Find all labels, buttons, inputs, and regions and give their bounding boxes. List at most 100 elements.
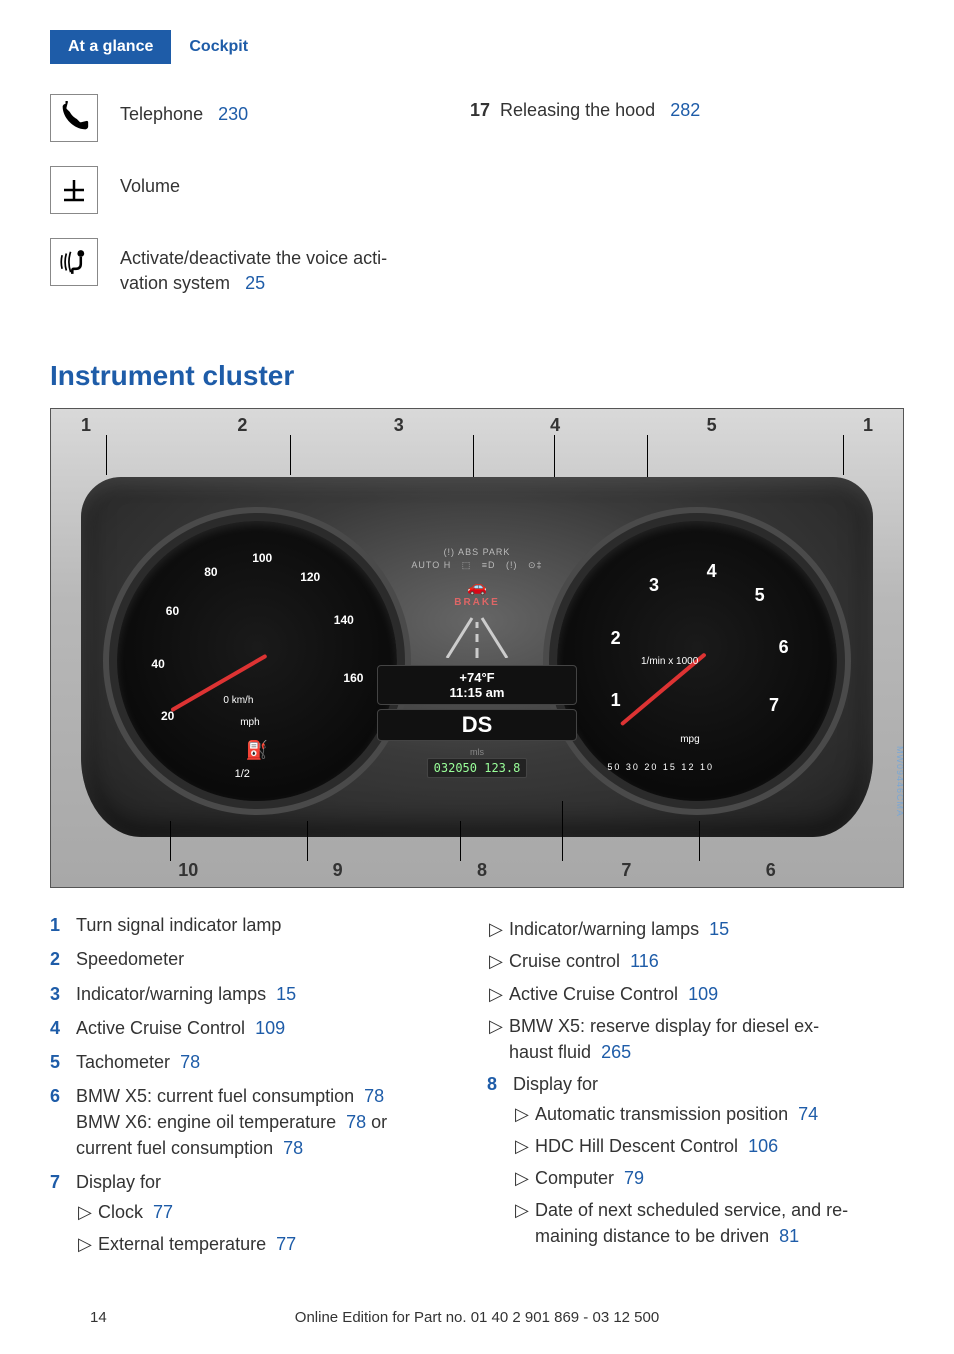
legend-num-8: 8 bbox=[487, 1071, 513, 1097]
page-ref-link[interactable]: 106 bbox=[748, 1136, 778, 1156]
voice-text: Activate/deactivate the voice acti‐ vati… bbox=[120, 238, 387, 296]
tacho-tick: 3 bbox=[649, 575, 659, 596]
legend-subitem: ▷Indicator/warning lamps 15 bbox=[487, 916, 904, 942]
icon-row-volume: Volume bbox=[50, 166, 470, 214]
tacho-tick: 6 bbox=[779, 637, 789, 658]
legend-sub-body: Cruise control 116 bbox=[509, 948, 904, 974]
page-ref-link[interactable]: 265 bbox=[601, 1042, 631, 1062]
legend-sub-body: Computer 79 bbox=[535, 1165, 904, 1191]
hood-ref[interactable]: 282 bbox=[670, 100, 700, 120]
legend-item: 1Turn signal indicator lamp bbox=[50, 912, 467, 938]
legend-text: BMW X6: engine oil temperature bbox=[76, 1112, 336, 1132]
page-ref-link[interactable]: 78 bbox=[180, 1052, 200, 1072]
cluster-body: 20 40 60 80 100 120 140 160 0 km/h mph 1… bbox=[81, 477, 873, 837]
callouts-bottom: 10 9 8 7 6 bbox=[51, 860, 903, 881]
legend-num: 2 bbox=[50, 946, 76, 972]
speedo-unit-kmh: 0 km/h bbox=[223, 695, 253, 706]
page-ref-link[interactable]: 109 bbox=[255, 1018, 285, 1038]
speedo-tick: 160 bbox=[343, 671, 363, 685]
legend-body: BMW X5: current fuel consumption 78BMW X… bbox=[76, 1083, 467, 1161]
callout-top-5: 1 bbox=[863, 415, 873, 436]
callout-bot-4: 6 bbox=[766, 860, 776, 881]
tacho-tick: 2 bbox=[611, 628, 621, 649]
speedo-tick: 80 bbox=[204, 565, 217, 579]
legend-sub-body: BMW X5: reserve display for diesel ex‐ha… bbox=[509, 1013, 904, 1065]
voice-label-b: vation system bbox=[120, 273, 230, 293]
speedo-tick: 120 bbox=[300, 570, 320, 584]
legend-text: Speedometer bbox=[76, 949, 184, 969]
tacho-tick: 7 bbox=[769, 695, 779, 716]
page-ref-link[interactable]: 78 bbox=[283, 1138, 303, 1158]
legend-item: 6BMW X5: current fuel consumption 78BMW … bbox=[50, 1083, 467, 1161]
page-ref-link[interactable]: 77 bbox=[153, 1202, 173, 1222]
triangle-bullet-icon: ▷ bbox=[513, 1165, 535, 1191]
legend-text: Turn signal indicator lamp bbox=[76, 915, 281, 935]
legend-subitem: ▷Clock 77 bbox=[76, 1199, 467, 1225]
legend-body: Indicator/warning lamps 15 bbox=[76, 981, 467, 1007]
leader-line bbox=[307, 821, 308, 861]
tachometer-gauge: 1 2 3 4 5 6 7 1/min x 1000 mpg 50 30 20 … bbox=[557, 521, 837, 801]
page-ref-link[interactable]: 78 bbox=[364, 1086, 384, 1106]
legend-num: 4 bbox=[50, 1015, 76, 1041]
volume-label: Volume bbox=[120, 176, 180, 196]
page-ref-link[interactable]: 15 bbox=[276, 984, 296, 1004]
callouts-top: 1 2 3 4 5 1 bbox=[51, 415, 903, 436]
legend-sub-body: Date of next scheduled service, and re‐m… bbox=[535, 1197, 904, 1249]
page-ref-link[interactable]: 74 bbox=[798, 1104, 818, 1124]
leader-line bbox=[699, 821, 700, 861]
legend-sub-body: Active Cruise Control 109 bbox=[509, 981, 904, 1007]
triangle-bullet-icon: ▷ bbox=[513, 1133, 535, 1159]
callout-top-2: 3 bbox=[394, 415, 404, 436]
center-mode: DS bbox=[377, 709, 577, 741]
legend-num: 3 bbox=[50, 981, 76, 1007]
callout-top-0: 1 bbox=[81, 415, 91, 436]
tacho-unit: 1/min x 1000 bbox=[641, 656, 698, 667]
hood-num: 17 bbox=[470, 100, 490, 120]
legend-sub-body: Indicator/warning lamps 15 bbox=[509, 916, 904, 942]
icon-row-voice: Activate/deactivate the voice acti‐ vati… bbox=[50, 238, 470, 296]
page-ref-link[interactable]: 81 bbox=[779, 1226, 799, 1246]
legend-num: 1 bbox=[50, 912, 76, 938]
tacho-tick: 5 bbox=[755, 585, 765, 606]
page-ref-link[interactable]: 79 bbox=[624, 1168, 644, 1188]
triangle-bullet-icon: ▷ bbox=[513, 1197, 535, 1223]
icon-legend-left: Telephone 230 Volume bbox=[50, 94, 470, 320]
legend-subitem: ▷BMW X5: reserve display for diesel ex‐h… bbox=[487, 1013, 904, 1065]
telephone-text: Telephone 230 bbox=[120, 94, 248, 127]
speedometer-gauge: 20 40 60 80 100 120 140 160 0 km/h mph 1… bbox=[117, 521, 397, 801]
leader-line bbox=[843, 435, 844, 475]
callout-bot-1: 9 bbox=[333, 860, 343, 881]
volume-icon bbox=[50, 166, 98, 214]
legend-item: 5Tachometer 78 bbox=[50, 1049, 467, 1075]
voice-ref[interactable]: 25 bbox=[245, 273, 265, 293]
page-ref-link[interactable]: 78 bbox=[346, 1112, 366, 1132]
page-ref-link[interactable]: 116 bbox=[630, 951, 659, 971]
telephone-icon bbox=[50, 94, 98, 142]
legend-subitem: ▷Computer 79 bbox=[513, 1165, 904, 1191]
page-ref-link[interactable]: 77 bbox=[276, 1234, 296, 1254]
speedo-tick: 40 bbox=[151, 657, 164, 671]
lane-icon bbox=[427, 608, 527, 658]
page-footer: 14 Online Edition for Part no. 01 40 2 9… bbox=[50, 1309, 904, 1326]
page-ref-link[interactable]: 109 bbox=[688, 984, 718, 1004]
legend-sub-body: HDC Hill Descent Control 106 bbox=[535, 1133, 904, 1159]
center-display: (!) ABS PARK AUTO H ⬚ ≡D (!) ⊙‡ 🚗 BRAKE … bbox=[377, 547, 577, 778]
icon-row-telephone: Telephone 230 bbox=[50, 94, 470, 142]
telephone-label: Telephone bbox=[120, 104, 203, 124]
legend-text: Active Cruise Control bbox=[76, 1018, 245, 1038]
econ-unit: mpg bbox=[680, 734, 699, 745]
tacho-tick: 4 bbox=[707, 561, 717, 582]
section-title: Instrument cluster bbox=[50, 360, 904, 392]
page-ref-link[interactable]: 15 bbox=[709, 919, 729, 939]
legend-sub-body: Clock 77 bbox=[98, 1199, 467, 1225]
warning-row-1: (!) ABS PARK bbox=[377, 547, 577, 557]
triangle-bullet-icon: ▷ bbox=[76, 1231, 98, 1257]
legend-subitem: ▷Cruise control 116 bbox=[487, 948, 904, 974]
voice-icon bbox=[50, 238, 98, 286]
legend-item: 7Display for▷Clock 77▷External temperatu… bbox=[50, 1169, 467, 1263]
icon-legend-right: 17 Releasing the hood 282 bbox=[470, 94, 904, 320]
legend-text: Display for bbox=[76, 1172, 161, 1192]
callout-bot-0: 10 bbox=[178, 860, 198, 881]
icon-legend: Telephone 230 Volume bbox=[50, 94, 904, 320]
telephone-ref[interactable]: 230 bbox=[218, 104, 248, 124]
